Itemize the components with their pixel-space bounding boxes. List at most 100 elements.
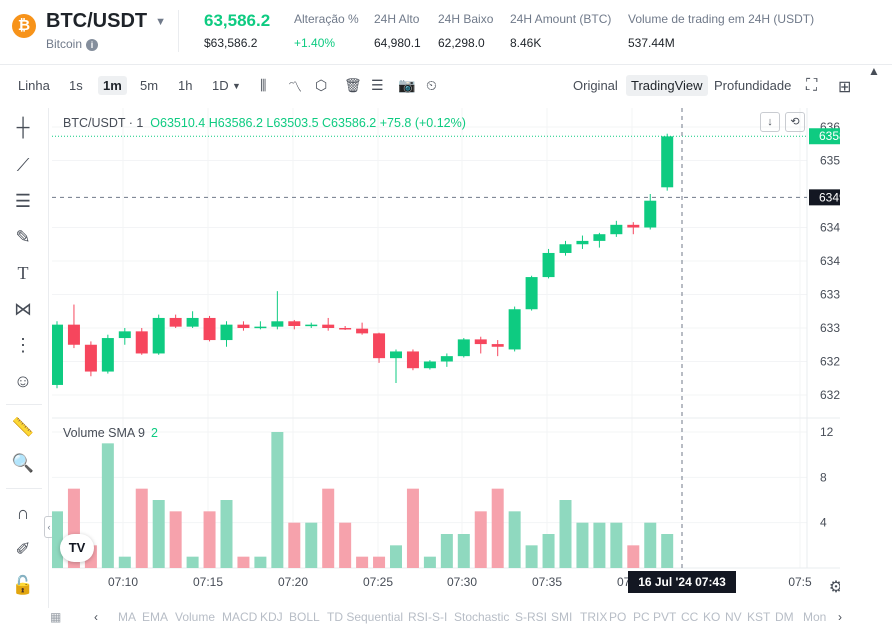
candle-body: [339, 328, 352, 330]
trend-line-icon[interactable]: ⟋: [16, 155, 30, 175]
candle-body: [356, 328, 369, 334]
indicator-mon[interactable]: Mon: [803, 610, 827, 624]
volume-bar: [305, 522, 318, 568]
camera-icon[interactable]: 📷: [398, 77, 416, 93]
volume-bar: [390, 545, 402, 568]
indicator-kdj[interactable]: KDJ: [260, 610, 283, 624]
crosshair-icon[interactable]: ┼: [16, 117, 30, 137]
legend-low: L63503.5: [266, 116, 319, 130]
market-header: ₿ BTC/USDT ▼ Bitcoin i 63,586.2 $63,586.2 …: [0, 0, 892, 65]
calendar-icon[interactable]: ▦: [50, 610, 62, 624]
volume-bar: [457, 534, 470, 568]
gear-icon[interactable]: ⚙: [829, 577, 840, 596]
indicator-ema[interactable]: EMA: [142, 610, 169, 624]
trash-icon[interactable]: 🗑: [344, 77, 362, 93]
candle-body: [406, 351, 419, 369]
interval-line[interactable]: Linha: [18, 78, 50, 93]
scroll-left-icon[interactable]: ‹: [94, 610, 98, 624]
price-chart[interactable]: 63600.063550.063450.063400.063350.063300…: [52, 108, 840, 598]
last-price: 63,586.2: [204, 11, 271, 30]
pair-selector[interactable]: BTC/USDT ▼: [46, 10, 166, 33]
volume-bar: [322, 488, 335, 568]
indicator-po[interactable]: PO: [609, 610, 627, 624]
indicator-pvt[interactable]: PVT: [653, 610, 677, 624]
tradingview-logo[interactable]: TV: [60, 534, 94, 562]
indicator-ko[interactable]: KO: [703, 610, 721, 624]
candle-body: [525, 277, 538, 310]
interval-5m[interactable]: 5m: [140, 78, 159, 93]
volume-bar: [593, 522, 606, 568]
lock-drawing-icon[interactable]: ✐: [15, 539, 31, 559]
volume-tick-label: 8: [820, 470, 827, 484]
candle-body: [84, 344, 97, 372]
indicator-volume[interactable]: Volume: [175, 610, 216, 624]
fib-icon[interactable]: ⋮: [14, 335, 32, 355]
layout-list-icon[interactable]: ☰: [371, 77, 384, 93]
indicator-trix[interactable]: TRIX: [580, 610, 608, 624]
volume-bar: [491, 488, 504, 568]
grid-layout-icon[interactable]: ⊞: [838, 79, 852, 96]
indicators-icon[interactable]: 〽: [288, 79, 302, 95]
candle-type-icon[interactable]: ⫼: [260, 77, 267, 93]
candle-body: [237, 324, 250, 328]
view-depth[interactable]: Profundidade: [714, 78, 792, 93]
view-original[interactable]: Original: [573, 78, 618, 93]
horizontal-lines-icon[interactable]: ☰: [14, 191, 32, 211]
indicator-boll[interactable]: BOLL: [289, 610, 320, 624]
indicator-kst[interactable]: KST: [747, 610, 771, 624]
reset-chart-button[interactable]: ⟲: [785, 112, 805, 132]
candle-body: [305, 324, 318, 327]
scroll-up-icon[interactable]: ▲: [868, 64, 880, 78]
volume-bar: [542, 534, 555, 568]
interval-1d[interactable]: 1D: [212, 78, 229, 93]
scroll-down-button[interactable]: ↓: [760, 112, 780, 132]
alert-clock-icon[interactable]: ⏲: [426, 77, 437, 93]
volume-legend-label: Volume SMA 9: [63, 426, 145, 440]
stat-value-low: 62,298.0: [438, 36, 485, 50]
candle-body: [118, 331, 131, 339]
volume-bar: [203, 511, 216, 568]
interval-1s[interactable]: 1s: [69, 78, 83, 93]
indicator-pc[interactable]: PC: [633, 610, 650, 624]
indicator-macd[interactable]: MACD: [222, 610, 258, 624]
settings-hex-icon[interactable]: ⬡: [315, 77, 328, 93]
stat-label-volume: Volume de trading em 24H (USDT): [628, 12, 815, 26]
brush-icon[interactable]: ✎: [15, 227, 31, 247]
candle-body: [101, 338, 114, 372]
volume-bar: [356, 556, 369, 568]
info-icon[interactable]: i: [86, 39, 99, 51]
legend-close: C63586.2: [322, 116, 377, 130]
indicator-dm[interactable]: DM: [775, 610, 794, 624]
candle-body: [457, 339, 470, 357]
candle-body: [474, 339, 487, 345]
magnet-icon[interactable]: ∩: [16, 503, 30, 523]
zoom-in-icon[interactable]: 🔍: [11, 453, 35, 473]
pattern-icon[interactable]: ⋈: [14, 299, 32, 319]
emoji-icon[interactable]: ☺: [13, 371, 33, 391]
lock-icon[interactable]: 🔓: [11, 575, 35, 595]
candle-body: [254, 326, 267, 329]
candle-body: [135, 331, 148, 354]
indicator-td-sequential[interactable]: TD Sequential: [327, 610, 404, 624]
price-tick-label: 63300.0: [820, 321, 840, 335]
view-tradingview[interactable]: TradingView: [626, 75, 708, 96]
indicator-ma[interactable]: MA: [118, 610, 136, 624]
chart-toolbar: Linha 1s 1m 5m 1h 1D ▼ ⫼ 〽 ⬡ 🗑 ☰ 📷 ⏲ Ori…: [0, 64, 892, 102]
candle-body: [576, 240, 589, 245]
ruler-icon[interactable]: 📏: [11, 417, 35, 437]
scroll-right-icon[interactable]: ›: [838, 610, 842, 624]
indicator-smi[interactable]: SMI: [551, 610, 573, 624]
price-tick-label: 63250.0: [820, 355, 840, 369]
last-price-tag: [809, 128, 840, 145]
interval-1h[interactable]: 1h: [178, 78, 193, 93]
indicator-nv[interactable]: NV: [725, 610, 742, 624]
text-tool-icon[interactable]: T: [17, 263, 29, 283]
indicator-stochastic[interactable]: Stochastic: [454, 610, 510, 624]
interval-1m[interactable]: 1m: [98, 76, 127, 95]
fullscreen-icon[interactable]: ⛶: [806, 77, 818, 94]
volume-bar: [627, 545, 640, 568]
indicator-cc[interactable]: CC: [681, 610, 699, 624]
indicator-s-rsi[interactable]: S-RSI: [515, 610, 548, 624]
chevron-down-icon[interactable]: ▼: [232, 81, 241, 91]
indicator-rsi-s-i[interactable]: RSI-S-I: [408, 610, 448, 624]
